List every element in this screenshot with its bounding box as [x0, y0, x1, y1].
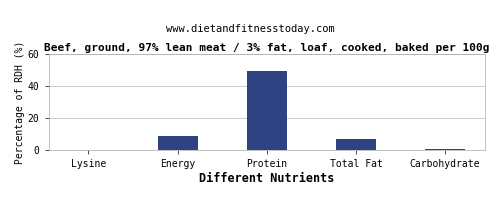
Bar — [158, 136, 198, 150]
Y-axis label: Percentage of RDH (%): Percentage of RDH (%) — [15, 40, 25, 164]
Text: www.dietandfitnesstoday.com: www.dietandfitnesstoday.com — [166, 24, 334, 34]
X-axis label: Different Nutrients: Different Nutrients — [199, 172, 334, 185]
Bar — [425, 149, 465, 150]
Title: Beef, ground, 97% lean meat / 3% fat, loaf, cooked, baked per 100g: Beef, ground, 97% lean meat / 3% fat, lo… — [44, 43, 490, 53]
Bar — [336, 139, 376, 150]
Bar — [246, 71, 287, 150]
